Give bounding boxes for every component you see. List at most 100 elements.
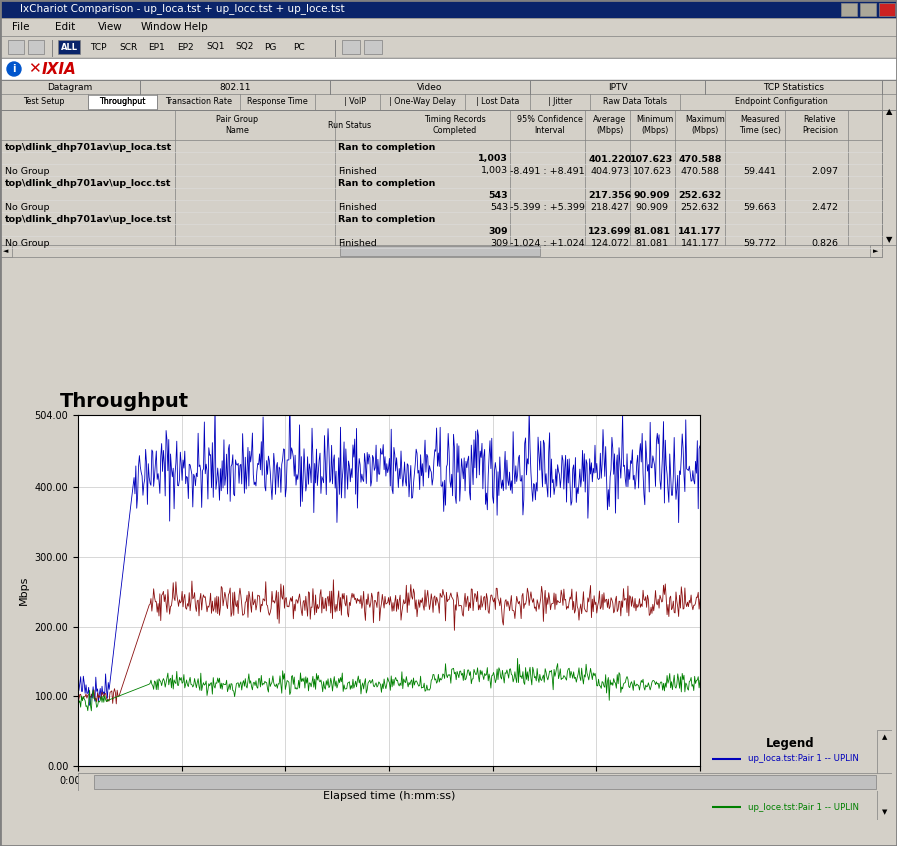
up_loca.tst:Pair 1 -- UPLIN	[84, 700, 95, 711]
Bar	[0, 110, 882, 140]
Text: Raw Data Totals: Raw Data Totals	[603, 97, 667, 107]
X-axis label: Elapsed time (h:mm:ss): Elapsed time (h:mm:ss)	[323, 791, 455, 801]
Bar	[0, 80, 897, 94]
up_loce.tst:Pair 1 -- UPLIN	[559, 671, 570, 681]
Text: -5.399 : +5.399: -5.399 : +5.399	[509, 202, 585, 212]
Bar	[342, 40, 360, 54]
Line: up_loca.tst:Pair 1 -- UPLIN: up_loca.tst:Pair 1 -- UPLIN	[78, 395, 700, 706]
Text: 543: 543	[488, 190, 508, 200]
Text: Average
(Mbps): Average (Mbps)	[594, 115, 627, 135]
Text: Run Status: Run Status	[328, 120, 371, 129]
up_loce.tst:Pair 1 -- UPLIN	[635, 679, 646, 689]
Text: Transaction Rate: Transaction Rate	[165, 97, 232, 107]
Text: i: i	[13, 64, 16, 74]
up_locc.tst:Pair 1 -- UPLIN	[328, 574, 339, 585]
up_loce.tst:Pair 1 -- UPLIN	[86, 706, 97, 716]
up_loca.tst:Pair 1 -- UPLIN	[694, 441, 705, 451]
Text: 404.973: 404.973	[590, 167, 630, 175]
up_loca.tst:Pair 1 -- UPLIN	[226, 461, 237, 471]
Y-axis label: Mbps: Mbps	[19, 576, 29, 605]
Text: 90.909: 90.909	[633, 190, 670, 200]
up_loca.tst:Pair 1 -- UPLIN	[635, 438, 646, 448]
Bar	[879, 3, 895, 16]
Bar	[364, 40, 382, 54]
up_locc.tst:Pair 1 -- UPLIN	[73, 699, 83, 709]
Text: 252.632: 252.632	[678, 190, 721, 200]
Text: TCP Statistics: TCP Statistics	[763, 83, 824, 91]
up_loca.tst:Pair 1 -- UPLIN	[270, 489, 281, 499]
Bar	[870, 245, 882, 257]
Text: No Group: No Group	[5, 202, 49, 212]
Bar	[8, 40, 24, 54]
Text: 59.663: 59.663	[744, 202, 777, 212]
Text: 123.699: 123.699	[588, 227, 631, 235]
Bar	[88, 95, 157, 109]
up_locc.tst:Pair 1 -- UPLIN	[248, 597, 259, 607]
Bar	[860, 3, 876, 16]
Bar	[0, 36, 897, 58]
Text: SQ1: SQ1	[206, 42, 224, 52]
Text: 59.441: 59.441	[744, 167, 777, 175]
Text: Ran to completion: Ran to completion	[338, 142, 435, 151]
Text: EP1: EP1	[148, 42, 165, 52]
Text: 1,003: 1,003	[481, 167, 508, 175]
Line: up_loce.tst:Pair 1 -- UPLIN: up_loce.tst:Pair 1 -- UPLIN	[78, 658, 700, 711]
Text: ▲: ▲	[882, 734, 887, 740]
Text: | Jitter: | Jitter	[548, 97, 572, 107]
Text: 90.909: 90.909	[635, 202, 668, 212]
Text: 95% Confidence
Interval: 95% Confidence Interval	[517, 115, 583, 135]
Text: IxChariot Comparison - up_loca.tst + up_locc.tst + up_loce.tst: IxChariot Comparison - up_loca.tst + up_…	[20, 3, 344, 14]
Text: Finished: Finished	[338, 167, 377, 175]
up_loca.tst:Pair 1 -- UPLIN	[483, 470, 493, 481]
Text: top\dlink_dhp701av\up_locc.tst: top\dlink_dhp701av\up_locc.tst	[5, 179, 171, 188]
Text: Test Setup: Test Setup	[23, 97, 65, 107]
Text: 217.356: 217.356	[588, 190, 631, 200]
Text: Maximum
(Mbps): Maximum (Mbps)	[685, 115, 725, 135]
Text: 107.623: 107.623	[631, 155, 674, 163]
Text: Ran to completion: Ran to completion	[338, 179, 435, 188]
Text: 107.623: 107.623	[632, 167, 672, 175]
Text: 81.081: 81.081	[635, 239, 668, 248]
Text: Finished: Finished	[338, 239, 377, 248]
Text: File: File	[12, 22, 30, 32]
Text: 141.177: 141.177	[678, 227, 722, 235]
Text: Timing Records
Completed: Timing Records Completed	[424, 115, 486, 135]
Text: Legend: Legend	[766, 737, 814, 750]
Text: 0.826: 0.826	[812, 239, 839, 248]
Text: up_locc.tst:Pair 1 -- UPLIN: up_locc.tst:Pair 1 -- UPLIN	[748, 778, 858, 788]
Text: 470.588: 470.588	[678, 155, 722, 163]
Text: Endpoint Configuration: Endpoint Configuration	[735, 97, 827, 107]
Text: -8.491 : +8.491: -8.491 : +8.491	[509, 167, 584, 175]
Text: No Group: No Group	[5, 167, 49, 175]
Text: up_loce.tst:Pair 1 -- UPLIN: up_loce.tst:Pair 1 -- UPLIN	[748, 803, 859, 812]
up_loca.tst:Pair 1 -- UPLIN	[284, 390, 295, 400]
Text: View: View	[98, 22, 123, 32]
up_locc.tst:Pair 1 -- UPLIN	[694, 594, 705, 604]
Bar	[0, 245, 12, 257]
Text: ▼: ▼	[882, 810, 887, 816]
up_loca.tst:Pair 1 -- UPLIN	[559, 484, 570, 494]
Text: ALL: ALL	[60, 42, 77, 52]
up_loce.tst:Pair 1 -- UPLIN	[226, 678, 237, 689]
Text: 309: 309	[488, 227, 508, 235]
Text: 1,003: 1,003	[478, 155, 508, 163]
Bar	[340, 246, 540, 256]
Text: Edit: Edit	[55, 22, 75, 32]
Text: 81.081: 81.081	[633, 227, 670, 235]
Bar	[28, 40, 44, 54]
up_loca.tst:Pair 1 -- UPLIN	[73, 680, 83, 690]
Text: No Group: No Group	[5, 239, 49, 248]
Text: ▲: ▲	[886, 107, 893, 117]
up_loce.tst:Pair 1 -- UPLIN	[270, 681, 281, 691]
Text: IPTV: IPTV	[608, 83, 627, 91]
Text: Help: Help	[184, 22, 208, 32]
Text: Video: Video	[417, 83, 443, 91]
Text: ▼: ▼	[886, 235, 893, 244]
Text: Ran to completion: Ran to completion	[338, 215, 435, 223]
Text: -1.024 : +1.024: -1.024 : +1.024	[509, 239, 584, 248]
Text: ✕: ✕	[28, 62, 40, 76]
Text: SCR: SCR	[119, 42, 137, 52]
Text: IXIA: IXIA	[42, 62, 77, 76]
Text: ►: ►	[874, 248, 879, 254]
Text: top\dlink_dhp701av\up_loca.tst: top\dlink_dhp701av\up_loca.tst	[5, 142, 172, 151]
